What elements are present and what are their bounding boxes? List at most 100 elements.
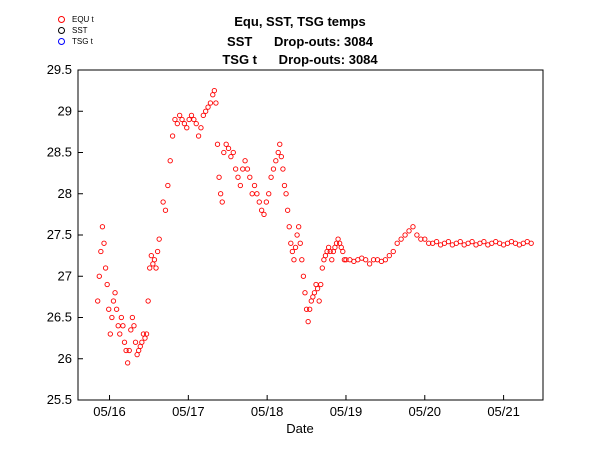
data-point bbox=[125, 360, 131, 366]
data-point bbox=[242, 158, 248, 164]
data-point bbox=[126, 347, 132, 354]
data-point bbox=[303, 306, 310, 312]
data-point bbox=[223, 141, 229, 147]
data-point bbox=[132, 339, 139, 345]
data-point bbox=[311, 290, 318, 296]
legend-item-tsg: TSG t bbox=[58, 36, 94, 47]
data-point bbox=[402, 232, 408, 238]
data-point bbox=[145, 298, 151, 304]
data-point bbox=[129, 314, 136, 321]
data-point bbox=[300, 273, 307, 279]
data-point bbox=[366, 261, 373, 267]
data-point bbox=[288, 240, 294, 246]
data-point bbox=[184, 125, 190, 131]
data-point bbox=[528, 240, 534, 246]
data-point bbox=[147, 265, 153, 271]
data-point bbox=[172, 116, 178, 123]
data-point bbox=[123, 347, 129, 354]
data-point bbox=[154, 248, 161, 255]
x-tick-label: 05/19 bbox=[330, 404, 363, 419]
data-point bbox=[266, 191, 272, 197]
data-point bbox=[386, 252, 392, 259]
data-point bbox=[299, 257, 305, 263]
data-point bbox=[162, 207, 169, 213]
data-point bbox=[165, 182, 171, 189]
data-point bbox=[121, 339, 128, 345]
data-point bbox=[268, 174, 274, 180]
data-point bbox=[110, 298, 117, 304]
legend-marker-sst bbox=[58, 27, 65, 34]
data-point bbox=[343, 257, 349, 263]
data-point bbox=[188, 112, 195, 119]
data-point bbox=[261, 211, 267, 218]
legend-item-equ: EQU t bbox=[58, 14, 94, 25]
data-point bbox=[292, 244, 299, 251]
chart-title-line-1: Equ, SST, TSG temps bbox=[234, 14, 366, 29]
data-point bbox=[305, 318, 311, 325]
legend-label-sst: SST bbox=[72, 26, 88, 35]
data-point bbox=[191, 116, 197, 123]
data-point bbox=[318, 281, 324, 288]
data-point bbox=[316, 298, 322, 304]
data-point bbox=[98, 248, 104, 255]
y-tick-label: 25.5 bbox=[47, 392, 72, 407]
x-tick-label: 05/16 bbox=[93, 404, 126, 419]
x-axis-label: Date bbox=[286, 421, 314, 436]
data-point bbox=[139, 339, 145, 345]
y-tick-label: 29 bbox=[58, 103, 72, 118]
x-axis: 05/16 05/17 05/18 05/19 05/20 05/21 bbox=[93, 395, 520, 419]
data-point bbox=[99, 224, 106, 230]
x-tick-label: 05/21 bbox=[487, 404, 520, 419]
data-point bbox=[410, 224, 416, 230]
data-point bbox=[96, 273, 102, 279]
data-point bbox=[254, 191, 260, 197]
data-point bbox=[160, 199, 166, 205]
data-point bbox=[193, 120, 199, 127]
y-tick-label: 29.5 bbox=[47, 62, 72, 77]
data-point bbox=[104, 281, 110, 288]
data-point bbox=[230, 149, 236, 156]
data-point bbox=[278, 153, 284, 160]
data-point bbox=[109, 314, 115, 321]
data-point bbox=[213, 100, 219, 106]
legend: EQU t SST TSG t bbox=[58, 14, 94, 47]
data-point bbox=[398, 236, 404, 242]
legend-label-equ: EQU t bbox=[72, 15, 94, 24]
data-point bbox=[307, 306, 313, 312]
data-point bbox=[314, 285, 321, 292]
legend-marker-tsg bbox=[58, 38, 65, 45]
data-point bbox=[120, 323, 126, 329]
legend-item-sst: SST bbox=[58, 25, 94, 36]
data-point bbox=[244, 166, 251, 172]
data-point bbox=[225, 145, 232, 152]
data-point bbox=[382, 257, 389, 263]
data-point bbox=[214, 141, 221, 147]
data-point bbox=[390, 248, 396, 255]
data-point bbox=[169, 133, 176, 139]
data-point bbox=[167, 158, 173, 164]
data-point bbox=[340, 248, 346, 255]
data-point bbox=[207, 100, 214, 106]
data-point bbox=[174, 120, 180, 127]
data-point bbox=[457, 238, 463, 245]
data-point bbox=[102, 265, 109, 271]
data-point bbox=[270, 166, 277, 172]
y-tick-label: 26 bbox=[58, 351, 72, 366]
data-point bbox=[284, 207, 291, 213]
data-point bbox=[217, 191, 224, 197]
data-point bbox=[433, 238, 440, 245]
data-point bbox=[281, 182, 288, 189]
data-point bbox=[422, 236, 428, 242]
data-point bbox=[148, 252, 154, 259]
y-axis: 25.5 26 26.5 27 27.5 28 28.5 29 29.5 bbox=[47, 62, 83, 407]
y-tick-label: 26.5 bbox=[47, 310, 72, 325]
data-point bbox=[221, 149, 227, 156]
data-point bbox=[394, 240, 400, 246]
data-point bbox=[232, 166, 239, 172]
y-tick-label: 27.5 bbox=[47, 227, 72, 242]
x-tick-label: 05/17 bbox=[172, 404, 205, 419]
legend-label-tsg: TSG t bbox=[72, 37, 93, 46]
y-tick-label: 27 bbox=[58, 268, 72, 283]
data-point bbox=[128, 327, 134, 333]
